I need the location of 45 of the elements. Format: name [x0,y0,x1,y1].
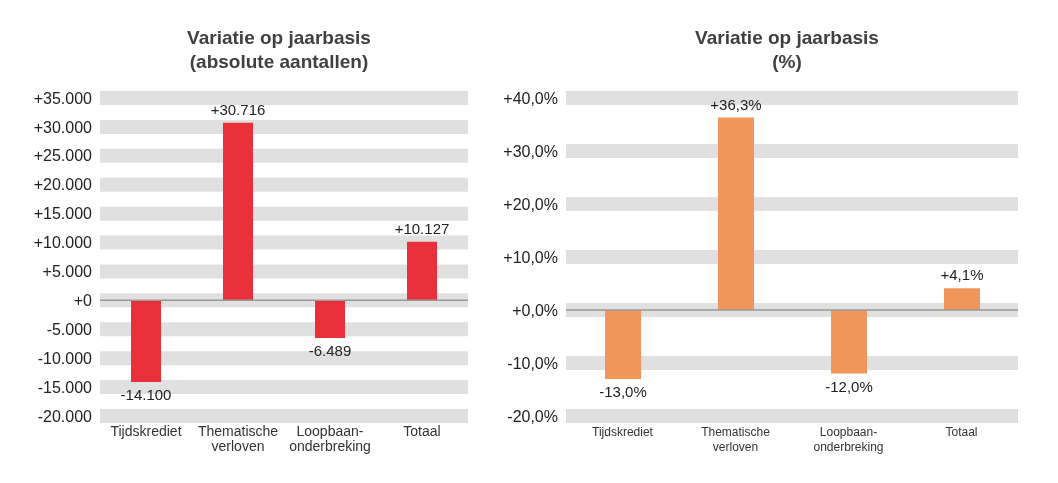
bar [944,288,980,310]
y-tick-label: -20.000 [37,407,93,425]
data-label: -12,0% [825,377,873,395]
data-label: +36,3% [710,95,762,113]
bar [223,122,253,301]
bar [605,310,641,379]
data-label: -14.100 [120,385,172,403]
x-tick-label: Tijdskrediet [592,425,654,439]
x-tick-label: Tijdskrediet [110,423,182,439]
y-tick-label: +35.000 [33,89,93,107]
y-tick-label: -15.000 [37,378,93,396]
data-label: +10.127 [394,219,450,237]
x-tick-label: Totaal [403,423,441,439]
y-tick-label: +20,0% [503,195,558,213]
y-tick-label: -20,0% [507,407,558,425]
chart-title: Variatie op jaarbasis (%) [694,26,880,74]
y-tick-label: +40,0% [503,89,558,107]
y-tick-label: -5.000 [46,320,93,338]
x-tick-label: Totaal [945,425,978,439]
chart-title: Variatie op jaarbasis (absolute aantallen) [186,26,372,74]
x-tick-label: Thematische verloven [701,425,771,454]
x-tick-label: Loopbaan- onderbreking [289,423,371,454]
y-tick-label: +5.000 [42,263,93,281]
y-tick-label: +30.000 [33,118,93,136]
y-tick-label: -10,0% [507,354,558,372]
bar [407,241,437,301]
bar [831,310,867,374]
data-label: -13,0% [599,382,647,400]
bar [718,117,754,310]
y-tick-label: +30,0% [503,142,558,160]
y-tick-label: +10,0% [503,248,558,266]
bar [131,300,161,382]
data-label: +30.716 [210,100,266,118]
y-tick-label: +10.000 [33,234,93,252]
data-label: -6.489 [308,341,352,359]
y-tick-label: -10.000 [37,349,93,367]
bar [315,300,345,338]
x-tick-label: Loopbaan- onderbreking [813,425,884,454]
y-tick-label: +0 [73,292,93,310]
y-tick-label: +20.000 [33,176,93,194]
y-tick-label: +0,0% [512,301,558,319]
data-label: +4,1% [940,266,984,284]
x-tick-label: Thematische verloven [197,423,279,454]
y-tick-label: +15.000 [33,205,93,223]
y-tick-label: +25.000 [33,147,93,165]
